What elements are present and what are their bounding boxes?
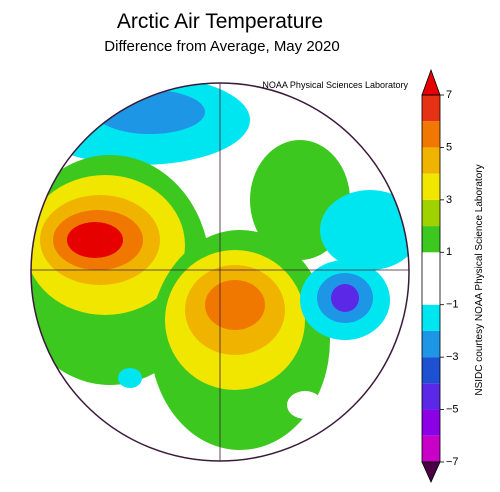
color-band	[422, 199, 440, 227]
color-band	[422, 252, 440, 305]
colorbar: 7 5 3 1 −1 −3 −5 −7	[421, 68, 459, 483]
side-label: NSIDC courtesy NOAA Physical Science Lab…	[474, 164, 485, 395]
tick-label: 1	[446, 246, 452, 258]
color-band	[422, 173, 440, 200]
subtitle: Difference from Average, May 2020	[104, 38, 339, 55]
under-arrow	[421, 461, 441, 483]
color-band	[422, 226, 440, 253]
color-band	[422, 95, 440, 122]
color-band	[422, 330, 440, 358]
title: Arctic Air Temperature	[117, 10, 323, 33]
tick-label: 7	[446, 89, 452, 101]
credit: NOAA Physical Sciences Laboratory	[262, 80, 408, 90]
map	[31, 83, 409, 461]
color-band	[422, 357, 440, 384]
color-band	[422, 121, 440, 148]
color-band	[422, 147, 440, 174]
tick-label: −7	[446, 456, 459, 468]
tick-label: −1	[446, 299, 459, 311]
color-band	[422, 409, 440, 436]
color-band	[422, 304, 440, 331]
color-band	[422, 435, 440, 462]
tick-label: 5	[446, 141, 452, 153]
over-arrow	[421, 68, 441, 96]
map-border	[30, 82, 410, 462]
tick-label: 3	[446, 194, 452, 206]
tick-label: −3	[446, 351, 459, 363]
tick-label: −5	[446, 403, 459, 415]
color-band	[422, 383, 440, 410]
colorbar-frame	[421, 94, 441, 463]
